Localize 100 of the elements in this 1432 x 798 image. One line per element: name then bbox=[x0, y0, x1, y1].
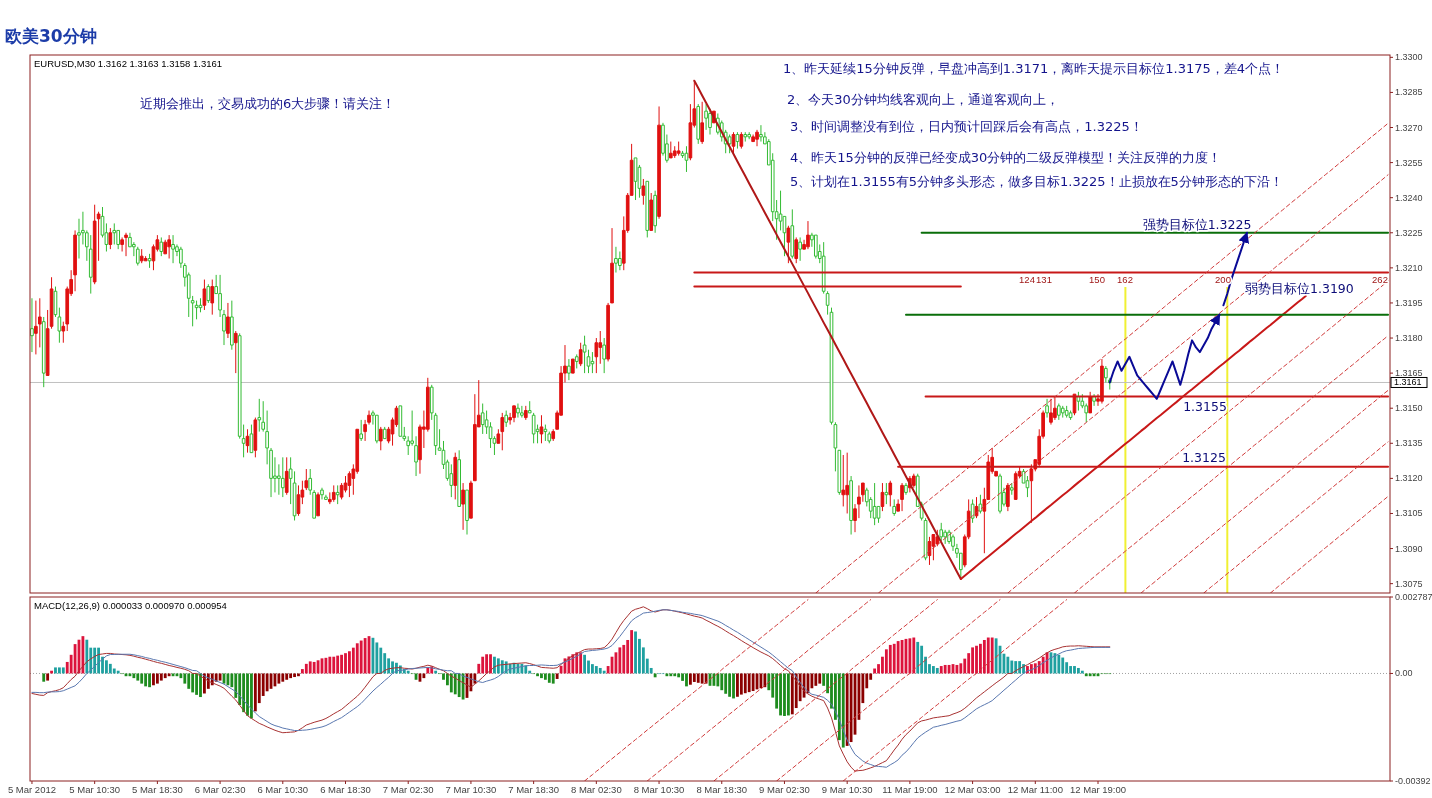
bar bbox=[818, 673, 822, 684]
y-tick-label: 0.002787 bbox=[1395, 592, 1432, 602]
bar bbox=[187, 673, 191, 689]
candlestick bbox=[582, 335, 587, 374]
bar bbox=[57, 667, 61, 674]
candlestick bbox=[108, 227, 113, 250]
candlestick bbox=[892, 498, 897, 517]
x-tick-label: 6 Mar 18:30 bbox=[320, 784, 371, 795]
bar bbox=[449, 673, 453, 693]
candlestick bbox=[135, 246, 140, 267]
line-series bbox=[713, 599, 938, 781]
bar bbox=[732, 673, 735, 699]
bar bbox=[979, 643, 982, 674]
chart-subtitle: EURUSD,M30 1.3162 1.3163 1.3158 1.3161 bbox=[34, 58, 223, 69]
bar bbox=[136, 673, 140, 681]
candlestick bbox=[249, 424, 254, 454]
candlestick bbox=[1068, 410, 1073, 421]
bar bbox=[912, 637, 916, 674]
bar bbox=[140, 673, 144, 684]
candlestick bbox=[41, 316, 46, 388]
candlestick bbox=[684, 145, 689, 173]
bar bbox=[916, 641, 920, 674]
candlestick bbox=[375, 414, 379, 444]
candlestick bbox=[112, 222, 117, 245]
bar bbox=[975, 645, 978, 674]
bar bbox=[167, 673, 171, 677]
y-tick-label: 1.3135 bbox=[1395, 438, 1423, 449]
bar bbox=[688, 673, 692, 685]
candlestick bbox=[798, 236, 802, 262]
bar bbox=[1084, 673, 1088, 677]
candlestick bbox=[500, 412, 505, 451]
bar bbox=[485, 654, 489, 674]
annotation: 124 bbox=[1019, 274, 1035, 285]
x-tick-label: 9 Mar 10:30 bbox=[821, 784, 873, 795]
bar bbox=[1010, 660, 1014, 674]
y-tick-label: 1.3225 bbox=[1395, 227, 1423, 238]
bar bbox=[1069, 666, 1072, 674]
candlestick bbox=[1045, 398, 1049, 419]
bar bbox=[845, 673, 849, 746]
bar bbox=[355, 643, 359, 674]
candlestick bbox=[331, 484, 336, 503]
candlestick bbox=[512, 405, 516, 423]
candlestick bbox=[1006, 482, 1010, 512]
candlestick bbox=[904, 482, 908, 496]
bar bbox=[685, 673, 688, 687]
candlestick bbox=[574, 353, 579, 369]
bar bbox=[982, 639, 986, 674]
candlestick bbox=[296, 484, 301, 517]
candlestick bbox=[34, 300, 38, 355]
y-tick-label: -0.00392 bbox=[1395, 776, 1431, 786]
annotation: 150 bbox=[1089, 274, 1105, 285]
bar bbox=[163, 673, 167, 679]
bar bbox=[250, 673, 253, 719]
bar bbox=[1073, 666, 1076, 674]
candlestick bbox=[1100, 358, 1104, 405]
bar bbox=[551, 673, 555, 684]
bar bbox=[779, 673, 782, 716]
annotation: 1.3155 bbox=[1183, 399, 1227, 414]
bar bbox=[481, 656, 485, 674]
bar bbox=[155, 673, 159, 684]
bar bbox=[246, 673, 249, 716]
bar bbox=[810, 673, 814, 689]
candlestick bbox=[523, 405, 528, 421]
candlestick bbox=[641, 178, 646, 206]
candlestick bbox=[167, 234, 171, 259]
bar bbox=[1065, 662, 1069, 674]
candlestick bbox=[747, 131, 752, 140]
bar bbox=[191, 673, 195, 693]
candlestick bbox=[704, 103, 708, 131]
candlestick bbox=[226, 302, 230, 339]
bar bbox=[336, 655, 340, 674]
bar bbox=[493, 656, 496, 674]
bar bbox=[42, 673, 46, 682]
candlestick bbox=[469, 480, 473, 519]
bar bbox=[630, 630, 634, 674]
bar bbox=[724, 673, 728, 694]
candlestick bbox=[759, 124, 763, 143]
candlestick bbox=[73, 229, 77, 292]
candlestick bbox=[159, 236, 164, 257]
chart-title: MACD(12,26,9) 0.000033 0.000970 0.000954 bbox=[34, 600, 227, 611]
line-series bbox=[842, 599, 1068, 781]
annotation: 1.3125 bbox=[1182, 450, 1226, 465]
candlestick bbox=[735, 131, 740, 150]
bar bbox=[783, 673, 786, 716]
candlestick bbox=[978, 494, 983, 514]
bar bbox=[990, 637, 994, 674]
annotation: 262 bbox=[1372, 274, 1388, 285]
bar bbox=[884, 649, 888, 674]
candlestick bbox=[245, 428, 250, 454]
candlestick bbox=[284, 456, 289, 496]
candlestick bbox=[504, 410, 509, 428]
candlestick bbox=[676, 141, 681, 157]
x-tick-label: 12 Mar 11:00 bbox=[1007, 784, 1063, 795]
candlestick bbox=[653, 190, 657, 234]
candlestick bbox=[739, 131, 744, 150]
x-tick-label: 8 Mar 18:30 bbox=[696, 784, 748, 795]
candlestick bbox=[320, 487, 324, 500]
candlestick bbox=[618, 250, 622, 271]
bar bbox=[935, 667, 939, 674]
bar bbox=[54, 667, 57, 674]
